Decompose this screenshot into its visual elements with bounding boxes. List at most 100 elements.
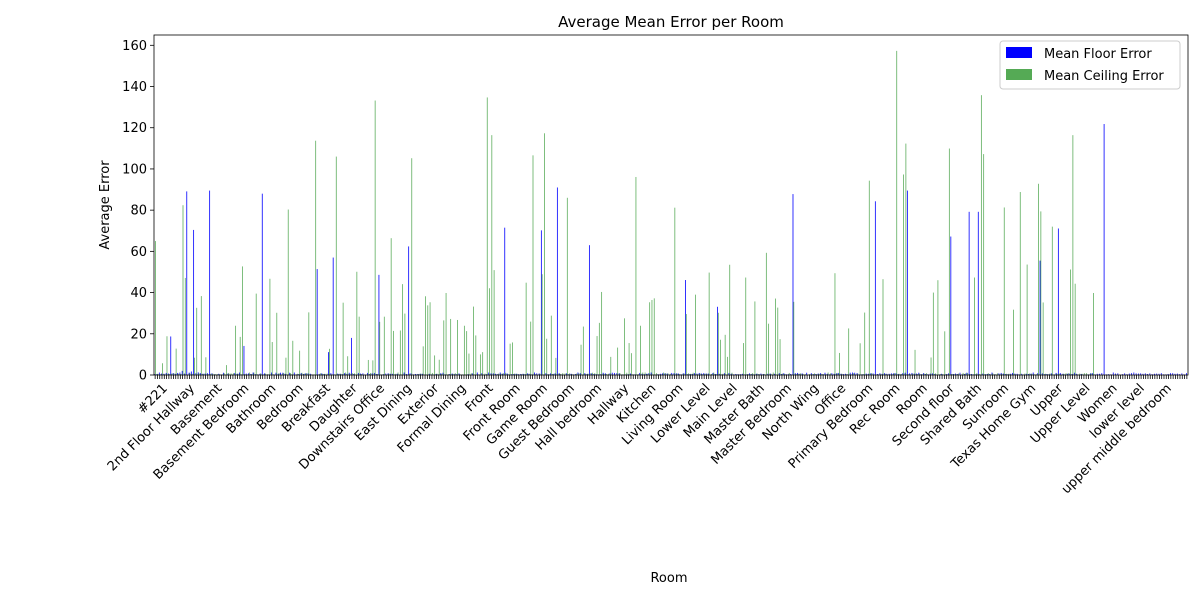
bar-ceiling-error [624,318,625,375]
bar-ceiling-error [793,302,794,375]
bar-ceiling-error [938,280,939,375]
bar-ceiling-error [745,278,746,375]
bar-ceiling-error [196,308,197,375]
bar-ceiling-error [482,352,483,375]
bar-ceiling-error [567,198,568,375]
bar-floor-error [793,194,794,375]
bar-ceiling-error [869,181,870,375]
bar-floor-error [191,372,192,376]
bar-floor-error [193,230,194,375]
bar-ceiling-error [1043,302,1044,375]
bar-ceiling-error [473,307,474,375]
y-tick-label: 20 [130,327,147,342]
bar-ceiling-error [402,284,403,375]
bar-ceiling-error [434,355,435,375]
bar-ceiling-error [1020,192,1021,375]
bar-ceiling-error [640,326,641,375]
bar-ceiling-error [194,358,195,375]
bar-ceiling-error [629,343,630,375]
bar-floor-error [950,237,951,375]
bar-ceiling-error [400,330,401,375]
bar-ceiling-error [1052,227,1053,375]
bar-ceiling-error [755,301,756,375]
bar-ceiling-error [379,322,380,375]
bar-ceiling-error [423,346,424,375]
bar-floor-error [333,258,334,375]
bar-ceiling-error [933,293,934,375]
bar-ceiling-error [286,358,287,375]
bar-ceiling-error [155,241,156,375]
bar-ceiling-error [226,365,227,375]
bar-ceiling-error [674,208,675,375]
bar-ceiling-error [372,360,373,375]
bar-ceiling-error [599,323,600,375]
bar-ceiling-error [1075,284,1076,375]
bar-ceiling-error [718,313,719,375]
bar-ceiling-error [457,320,458,375]
bar-ceiling-error [487,97,488,375]
bar-ceiling-error [347,356,348,375]
bar-ceiling-error [652,300,653,375]
y-tick-label: 120 [122,121,147,136]
bar-ceiling-error [777,308,778,375]
y-tick-label: 100 [122,162,147,177]
bar-ceiling-error [530,322,531,375]
bar-ceiling-error [256,294,257,375]
bar-ceiling-error [555,358,556,375]
bar-ceiling-error [583,327,584,375]
bar-ceiling-error [292,341,293,375]
bar-floor-error [875,201,876,375]
bar-ceiling-error [864,313,865,375]
bar-floor-error [379,275,380,375]
bar-ceiling-error [1072,135,1073,375]
bar-ceiling-error [1070,270,1071,376]
bar-floor-error [182,371,183,375]
bar-ceiling-error [709,273,710,375]
bar-ceiling-error [780,339,781,375]
bar-floor-error [170,336,171,375]
bar-floor-error [317,269,318,375]
bar-ceiling-error [768,324,769,375]
bar-ceiling-error [743,343,744,375]
bar-ceiling-error [427,305,428,375]
bar-ceiling-error [725,335,726,375]
bar-ceiling-error [1013,310,1014,375]
bar-ceiling-error [610,357,611,375]
bar-ceiling-error [974,278,975,375]
bar-ceiling-error [546,339,547,375]
bar-ceiling-error [411,158,412,375]
bar-ceiling-error [393,331,394,375]
bar-ceiling-error [384,317,385,375]
bar-ceiling-error [581,345,582,375]
bar-floor-error [244,346,245,375]
bar-floor-error [1040,261,1041,375]
bar-ceiling-error [240,337,241,375]
bar-ceiling-error [446,293,447,375]
bar-ceiling-error [839,353,840,375]
bar-ceiling-error [510,344,511,375]
legend-swatch-ceiling [1006,69,1032,80]
bar-floor-error [717,307,718,375]
y-tick-label: 80 [130,204,147,219]
bar-ceiling-error [343,303,344,375]
bar-ceiling-error [183,205,184,375]
bar-floor-error [198,372,199,375]
bar-ceiling-error [270,279,271,375]
bar-ceiling-error [631,353,632,375]
bar-ceiling-error [601,292,602,375]
bar-ceiling-error [944,331,945,375]
y-axis-label: Average Error [98,160,113,250]
y-tick-label: 40 [130,286,147,301]
bar-ceiling-error [835,273,836,375]
bar-ceiling-error [905,144,906,375]
legend-swatch-floor [1006,47,1032,58]
bar-ceiling-error [167,336,168,375]
x-axis-label: Room [650,571,687,586]
bar-ceiling-error [299,351,300,375]
bar-ceiling-error [315,141,316,375]
bar-ceiling-error [235,326,236,375]
bar-floor-error [408,246,409,375]
bar-ceiling-error [649,302,650,375]
bar-ceiling-error [729,265,730,375]
bar-ceiling-error [597,336,598,375]
